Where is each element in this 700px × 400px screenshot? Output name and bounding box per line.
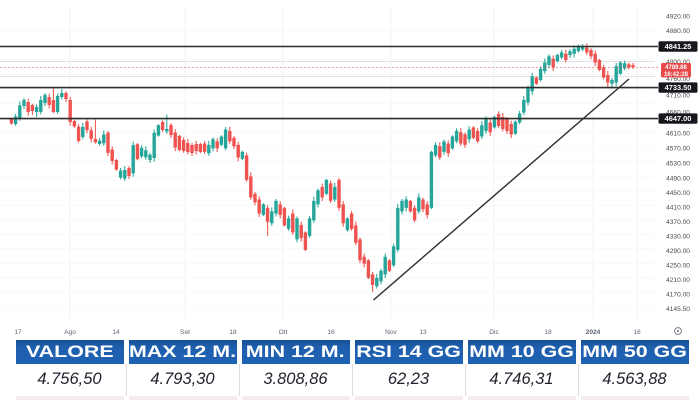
svg-text:4880.00: 4880.00 (666, 28, 690, 35)
svg-text:4570.00: 4570.00 (666, 145, 690, 152)
svg-text:Dic: Dic (489, 329, 499, 336)
svg-text:16: 16 (327, 329, 335, 336)
svg-text:4841.25: 4841.25 (665, 42, 692, 51)
svg-text:4450.00: 4450.00 (666, 190, 690, 197)
svg-text:18: 18 (544, 329, 552, 336)
svg-text:Nov: Nov (385, 329, 397, 336)
svg-text:4170.00: 4170.00 (666, 291, 690, 298)
svg-text:4410.00: 4410.00 (666, 204, 690, 211)
svg-text:Ago: Ago (64, 329, 76, 336)
svg-text:16:42:28: 16:42:28 (664, 72, 689, 78)
svg-text:4660.00: 4660.00 (666, 109, 690, 116)
svg-text:Ott: Ott (279, 329, 288, 336)
svg-text:4800.00: 4800.00 (666, 59, 690, 66)
svg-text:4647.00: 4647.00 (665, 114, 692, 123)
svg-text:14: 14 (112, 329, 120, 336)
svg-text:4710.00: 4710.00 (666, 92, 690, 99)
svg-text:16: 16 (633, 329, 641, 336)
svg-text:4370.00: 4370.00 (666, 219, 690, 226)
svg-text:4610.00: 4610.00 (666, 130, 690, 137)
svg-text:2024: 2024 (586, 329, 601, 336)
svg-text:4290.00: 4290.00 (666, 248, 690, 255)
svg-text:18: 18 (229, 329, 237, 336)
svg-text:17: 17 (14, 329, 22, 336)
svg-text:4760.00: 4760.00 (666, 76, 690, 83)
svg-text:Set: Set (180, 329, 190, 336)
svg-text:4733.50: 4733.50 (665, 83, 692, 92)
svg-text:4920.00: 4920.00 (666, 13, 690, 20)
svg-text:4210.00: 4210.00 (666, 277, 690, 284)
svg-text:4530.00: 4530.00 (666, 160, 690, 167)
svg-text:4250.00: 4250.00 (666, 262, 690, 269)
svg-text:4145.50: 4145.50 (666, 306, 690, 313)
svg-text:4490.00: 4490.00 (666, 175, 690, 182)
svg-text:4330.00: 4330.00 (666, 233, 690, 240)
svg-text:13: 13 (419, 329, 427, 336)
svg-text:4789.88: 4789.88 (665, 65, 687, 71)
